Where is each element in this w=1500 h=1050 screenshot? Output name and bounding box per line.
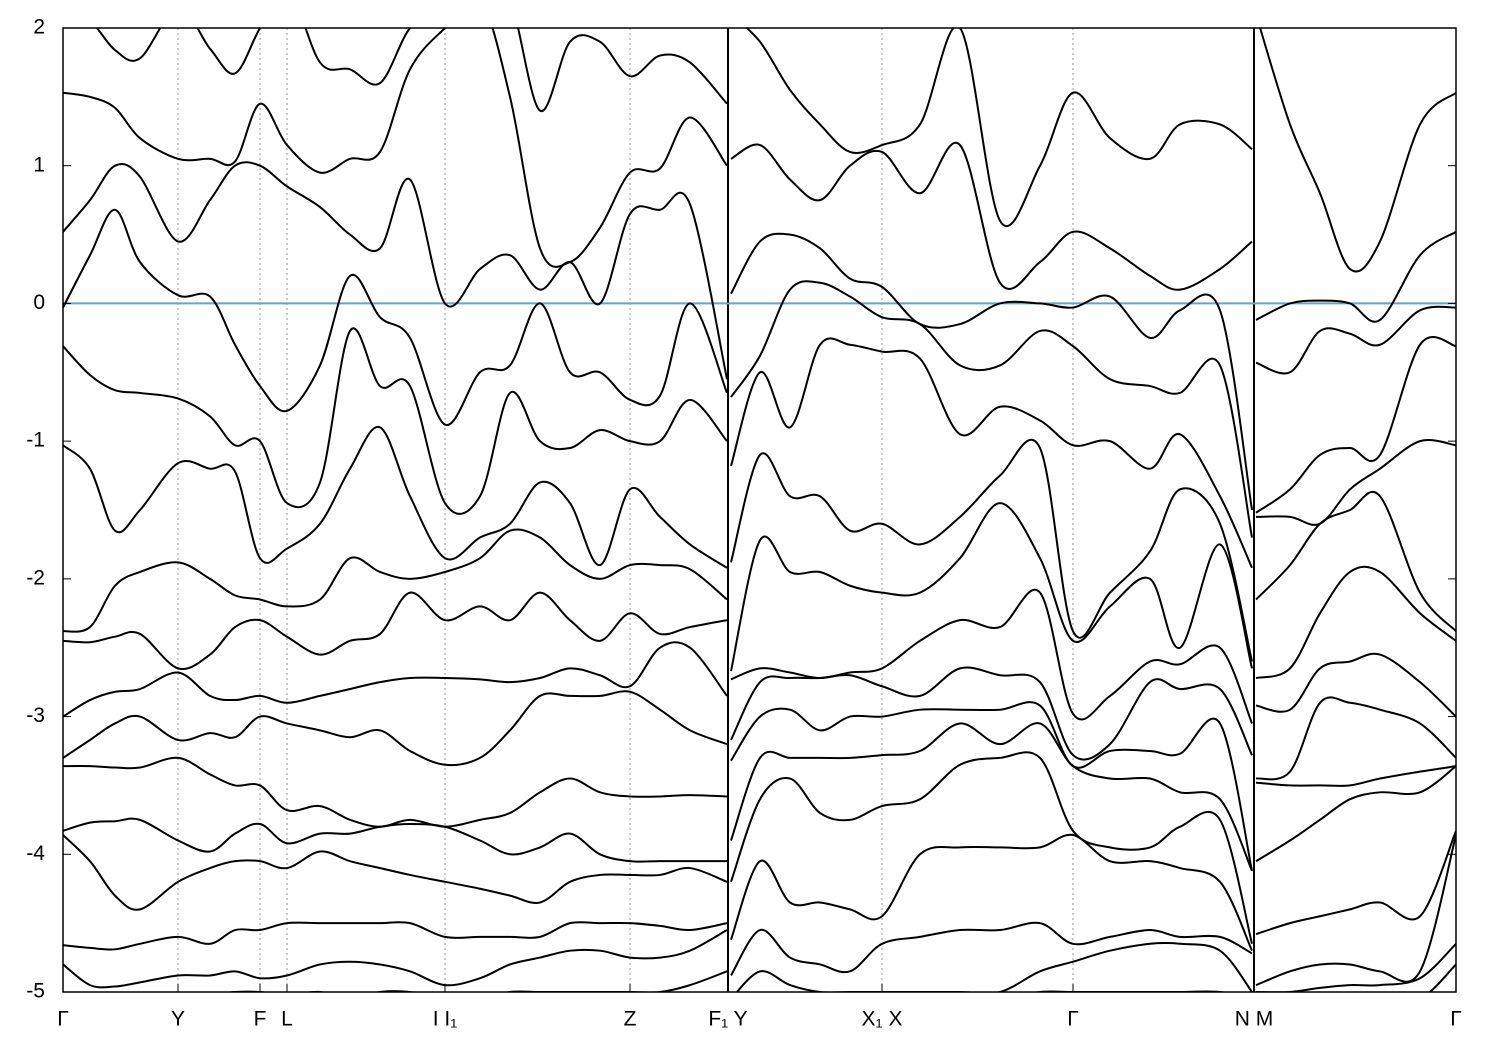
band-line bbox=[1255, 830, 1456, 936]
y-tick-label: -5 bbox=[26, 980, 45, 1003]
band-line bbox=[1255, 336, 1456, 514]
band-line bbox=[730, 722, 1253, 872]
band-line bbox=[63, 929, 728, 989]
band-line bbox=[730, 502, 1253, 672]
band-line bbox=[63, 28, 728, 268]
band-line bbox=[63, 208, 728, 426]
band-line bbox=[63, 817, 727, 863]
band-line bbox=[730, 232, 1253, 511]
band-line bbox=[730, 337, 1253, 569]
band-line bbox=[730, 833, 1253, 952]
band-line bbox=[730, 438, 1253, 662]
band-line bbox=[63, 161, 728, 380]
y-tick-label: -1 bbox=[26, 429, 45, 452]
x-tick-label: Γ bbox=[1067, 1008, 1079, 1031]
band-line bbox=[745, 28, 1253, 228]
band-line bbox=[1255, 696, 1456, 781]
band-line bbox=[730, 588, 1253, 724]
band-line bbox=[730, 921, 1253, 977]
band-line bbox=[63, 591, 728, 671]
band-line bbox=[1255, 565, 1456, 679]
x-tick-label: X₁ X bbox=[862, 1008, 903, 1031]
band-line bbox=[1255, 490, 1456, 632]
band-line bbox=[1255, 305, 1456, 375]
band-line bbox=[63, 921, 728, 951]
x-tick-label: F bbox=[254, 1008, 267, 1031]
band-line bbox=[1255, 834, 1456, 987]
y-tick-label: -3 bbox=[26, 704, 45, 727]
x-tick-label: Γ bbox=[1450, 1008, 1462, 1031]
band-line bbox=[1255, 439, 1456, 526]
band-line bbox=[1255, 230, 1456, 323]
band-line bbox=[63, 426, 728, 569]
x-tick-label: Z bbox=[624, 1008, 637, 1031]
band-line bbox=[63, 641, 728, 718]
band-line bbox=[63, 834, 728, 911]
band-line bbox=[1255, 765, 1456, 787]
bands bbox=[63, 28, 1456, 992]
x-tick-label: N M bbox=[1235, 1008, 1274, 1031]
band-line bbox=[63, 690, 728, 767]
band-line bbox=[63, 327, 728, 515]
band-line bbox=[95, 28, 728, 112]
band-line bbox=[1259, 28, 1456, 273]
band-line bbox=[1255, 765, 1456, 863]
band-line bbox=[1256, 943, 1456, 992]
y-tick-label: 0 bbox=[33, 291, 45, 314]
band-line bbox=[1255, 652, 1456, 718]
ticks: -5 -4 -3 -2 -1 0 1 2 Γ Y F L I I₁ Z F₁ Y X₁ X Γ N M Γ bbox=[26, 16, 1461, 1031]
x-tick-label: Γ bbox=[57, 1008, 69, 1031]
band-line bbox=[730, 751, 1253, 945]
band-line bbox=[730, 280, 1253, 538]
y-tick-label: 1 bbox=[33, 153, 45, 176]
band-line bbox=[730, 701, 1253, 872]
y-tick-label: 2 bbox=[33, 16, 45, 39]
y-tick-label: -2 bbox=[26, 566, 45, 589]
band-line bbox=[730, 666, 1253, 761]
x-tick-label: L bbox=[281, 1008, 293, 1031]
x-tick-label: Y bbox=[171, 1008, 185, 1031]
grid bbox=[62, 28, 1457, 992]
y-tick-label: -4 bbox=[26, 842, 45, 865]
band-line bbox=[730, 141, 1253, 291]
x-tick-label: F₁ Y bbox=[708, 1008, 747, 1031]
x-tick-label: I I₁ bbox=[433, 1008, 458, 1031]
band-line bbox=[735, 941, 1253, 992]
plot-frame bbox=[62, 27, 1457, 993]
band-line bbox=[63, 528, 728, 633]
